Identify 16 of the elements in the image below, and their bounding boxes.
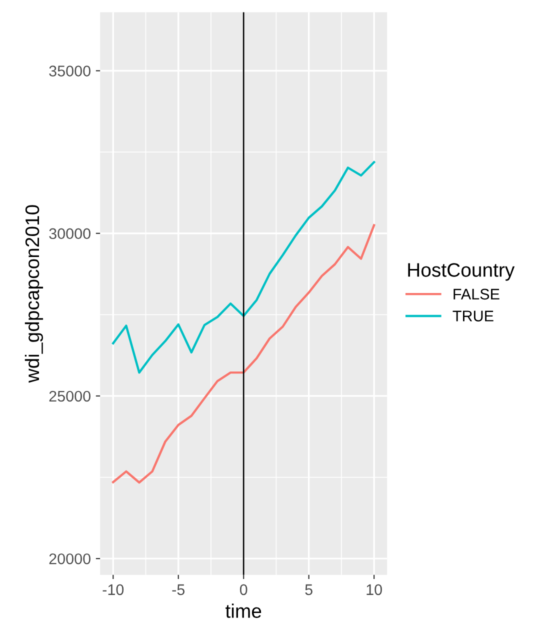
x-tick-label: -5: [172, 584, 185, 596]
x-tick-label: 10: [366, 584, 382, 596]
x-axis-title: time: [226, 604, 262, 618]
y-axis-title: wdi_gdpcapcon2010: [24, 205, 44, 383]
y-tick-label: 25000: [49, 390, 90, 402]
line-series: [112, 224, 376, 484]
y-tick-label: 20000: [49, 553, 90, 564]
legend-title: HostCountry: [408, 263, 515, 281]
x-tick-label: -10: [102, 584, 124, 596]
line-series: [112, 161, 376, 374]
legend-label: TRUE: [452, 310, 494, 322]
y-tick-label: 30000: [49, 228, 90, 240]
x-tick-label: 0: [240, 584, 248, 596]
x-tick-label: 5: [305, 584, 312, 596]
y-tick-label: 35000: [49, 66, 90, 76]
legend-label: FALSE: [454, 288, 500, 300]
